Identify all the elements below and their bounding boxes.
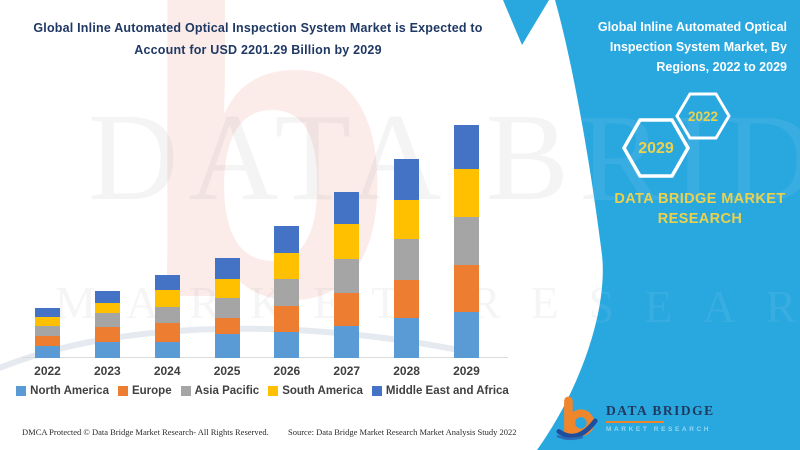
segment-south-america-2023: [94, 302, 120, 313]
right-panel-title-line1: Global Inline Automated Optical: [597, 20, 787, 34]
x-tick-2027: 2027: [333, 364, 361, 378]
segment-north-america-2026: [274, 332, 300, 358]
x-tick-2024: 2024: [153, 364, 181, 378]
segment-asia-pacific-2029: [453, 216, 479, 265]
segment-asia-pacific-2023: [94, 312, 120, 327]
right-panel-title-line3: Regions, 2022 to 2029: [656, 60, 787, 74]
segment-middle-east-and-africa-2025: [214, 258, 240, 279]
bar-2029: [453, 125, 479, 358]
x-tick-2028: 2028: [393, 364, 420, 378]
segment-north-america-2025: [214, 333, 240, 358]
segment-south-america-2025: [214, 278, 240, 299]
brand-name-line1: DATA BRIDGE MARKET: [614, 191, 786, 207]
logo-underline: [606, 421, 664, 423]
chart-legend: North America Europe Asia Pacific South Ame…: [10, 385, 515, 397]
segment-north-america-2024: [154, 341, 180, 358]
legend-label-south-america: South America: [282, 385, 363, 397]
segment-asia-pacific-2025: [214, 298, 240, 318]
legend-label-europe: Europe: [131, 385, 172, 397]
segment-asia-pacific-2022: [35, 325, 60, 336]
segment-europe-2025: [214, 317, 240, 334]
segment-asia-pacific-2024: [154, 306, 180, 323]
bar-2026: [274, 226, 300, 358]
hexagon-2022-outline: [675, 92, 731, 140]
segment-north-america-2029: [453, 312, 479, 358]
segment-south-america-2022: [35, 317, 60, 326]
x-tick-2025: 2025: [213, 364, 241, 378]
chart-headline: Global Inline Automated Optical Inspecti…: [12, 17, 504, 61]
x-tick-2022: 2022: [34, 364, 61, 378]
segment-europe-2024: [154, 322, 180, 342]
brand-name-line2: RESEARCH: [657, 211, 743, 227]
legend-swatch-south-america: [268, 386, 279, 396]
segment-europe-2028: [394, 280, 420, 318]
legend-swatch-asia-pacific: [180, 386, 191, 396]
bar-2025: [214, 258, 240, 358]
segment-europe-2029: [453, 264, 479, 312]
segment-south-america-2024: [154, 290, 180, 307]
chart-headline-line1: Global Inline Automated Optical Inspecti…: [33, 21, 483, 35]
legend-item-asia-pacific: Asia Pacific: [180, 385, 260, 397]
x-tick-2029: 2029: [453, 364, 480, 378]
segment-asia-pacific-2027: [334, 259, 360, 293]
source-note: Source: Data Bridge Market Research Mark…: [288, 427, 517, 437]
segment-middle-east-and-africa-2023: [94, 291, 120, 303]
segment-europe-2023: [94, 326, 120, 342]
bar-2028: [394, 159, 420, 358]
x-tick-2026: 2026: [273, 364, 301, 378]
chart-headline-line2: Account for USD 2201.29 Billion by 2029: [134, 43, 382, 57]
logo-sub-text: MARKET RESEARCH: [606, 426, 712, 433]
segment-europe-2022: [35, 335, 60, 346]
legend-item-south-america: South America: [268, 385, 363, 397]
bar-2024: [154, 275, 180, 358]
logo-name-text: DATA BRIDGE: [606, 403, 715, 418]
segment-south-america-2026: [274, 252, 300, 279]
hexagon-year-2022: 2022: [688, 109, 718, 124]
right-panel-title-line2: Inspection System Market, By: [609, 40, 787, 54]
bar-2023: [94, 291, 120, 358]
segment-europe-2026: [274, 305, 300, 332]
company-logo: DATA BRIDGE MARKET RESEARCH: [556, 396, 715, 442]
dmca-notice: DMCA Protected © Data Bridge Market Rese…: [22, 427, 269, 437]
x-tick-2023: 2023: [93, 364, 121, 378]
legend-label-asia-pacific: Asia Pacific: [194, 385, 260, 397]
segment-middle-east-and-africa-2027: [334, 192, 360, 224]
bar-2022: [35, 308, 60, 358]
segment-south-america-2027: [334, 223, 360, 259]
segment-north-america-2027: [334, 325, 360, 358]
segment-middle-east-and-africa-2026: [274, 226, 300, 253]
segment-south-america-2029: [453, 169, 479, 217]
segment-asia-pacific-2026: [274, 279, 300, 306]
legend-swatch-middle-east-and-africa: [371, 386, 382, 396]
logo-b-icon: [556, 396, 598, 441]
corner-wedge: [503, 0, 549, 45]
hexagon-year-2029: 2029: [638, 140, 674, 157]
segment-south-america-2028: [394, 199, 420, 240]
segment-middle-east-and-africa-2029: [453, 125, 479, 170]
segment-asia-pacific-2028: [394, 239, 420, 280]
bar-2027: [334, 192, 360, 358]
segment-middle-east-and-africa-2028: [394, 159, 420, 200]
x-axis-line: [22, 357, 508, 358]
legend-swatch-north-america: [16, 386, 27, 396]
brand-name-text: DATA BRIDGE MARKET RESEARCH: [598, 189, 800, 229]
legend-swatch-europe: [117, 386, 128, 396]
legend-label-middle-east-and-africa: Middle East and Africa: [385, 385, 509, 397]
segment-middle-east-and-africa-2022: [35, 308, 60, 318]
right-panel-title: Global Inline Automated Optical Inspecti…: [552, 17, 787, 77]
legend-item-north-america: North America: [16, 385, 109, 397]
segment-europe-2027: [334, 292, 360, 326]
hexagon-2029-outline: [621, 118, 691, 178]
right-panel-background: [537, 0, 800, 450]
legend-label-north-america: North America: [30, 385, 109, 397]
legend-item-europe: Europe: [117, 385, 172, 397]
segment-middle-east-and-africa-2024: [154, 275, 180, 290]
segment-north-america-2028: [394, 317, 420, 358]
segment-north-america-2023: [94, 341, 120, 358]
legend-item-middle-east-and-africa: Middle East and Africa: [371, 385, 509, 397]
segment-north-america-2022: [35, 346, 60, 358]
